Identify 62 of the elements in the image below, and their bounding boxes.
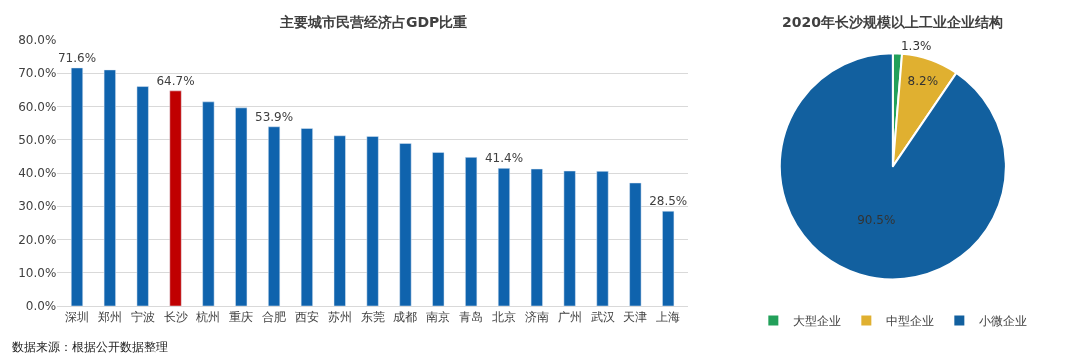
data-label: 90.5% (857, 213, 896, 228)
legend-label: 小微企业 (979, 314, 1028, 329)
bar (71, 67, 83, 306)
x-tick-label: 青岛 (459, 310, 484, 325)
y-tick-label: 60.0% (18, 99, 57, 114)
y-tick-label: 10.0% (18, 265, 57, 280)
pie-slice (778, 52, 1007, 281)
x-tick-label: 天津 (623, 310, 648, 325)
y-tick-label: 20.0% (18, 232, 57, 247)
bar (563, 170, 576, 306)
x-tick-label: 宁波 (130, 310, 155, 325)
x-tick-label: 成都 (393, 310, 418, 325)
chart-title: 主要城市民营经济占GDP比重 (279, 14, 468, 30)
y-tick-label: 40.0% (18, 166, 57, 181)
source-note: 数据来源：根据公开数据整理 (12, 340, 168, 354)
y-tick-label: 0.0% (25, 299, 57, 314)
bar (399, 143, 412, 306)
data-label: 64.7% (156, 73, 195, 88)
x-tick-label: 郑州 (97, 310, 122, 325)
x-tick-label: 武汉 (590, 310, 615, 325)
x-tick-label: 合肥 (262, 310, 287, 325)
x-tick-label: 杭州 (195, 310, 221, 325)
legend-label: 中型企业 (886, 314, 935, 329)
chart-title: 2020年长沙规模以上工业企业结构 (782, 14, 1003, 30)
bar (530, 168, 543, 306)
bar (202, 101, 215, 306)
x-tick-label: 苏州 (327, 310, 352, 325)
bar (662, 210, 675, 306)
bar (497, 168, 510, 306)
bar (268, 126, 281, 306)
bar (596, 171, 609, 306)
data-label: 53.9% (255, 109, 294, 124)
x-tick-label: 北京 (491, 310, 516, 325)
bar (169, 90, 182, 306)
y-tick-label: 80.0% (18, 33, 57, 48)
x-tick-label: 上海 (656, 310, 681, 325)
data-label: 1.3% (900, 39, 932, 54)
data-label: 8.2% (907, 74, 939, 89)
x-tick-label: 济南 (524, 310, 549, 325)
bar (235, 107, 248, 306)
bar (103, 69, 116, 306)
bar (366, 136, 379, 306)
data-label: 71.6% (57, 50, 97, 65)
bar (333, 135, 346, 306)
x-tick-label: 西安 (294, 310, 319, 325)
y-tick-label: 50.0% (18, 132, 57, 147)
x-tick-label: 广州 (557, 310, 582, 325)
y-tick-label: 70.0% (18, 66, 57, 81)
legend-label: 大型企业 (793, 314, 842, 329)
data-label: 28.5% (649, 194, 688, 209)
x-tick-label: 南京 (426, 310, 451, 325)
x-tick-label: 东莞 (360, 310, 385, 325)
bar (136, 86, 149, 306)
bar (432, 152, 445, 306)
data-label: 41.4% (484, 151, 524, 166)
x-tick-label: 重庆 (229, 310, 254, 325)
x-tick-label: 长沙 (163, 310, 188, 325)
x-tick-label: 深圳 (65, 310, 89, 325)
bar (300, 128, 313, 306)
y-tick-label: 30.0% (18, 199, 57, 214)
bar (465, 157, 478, 306)
bar (629, 182, 642, 306)
